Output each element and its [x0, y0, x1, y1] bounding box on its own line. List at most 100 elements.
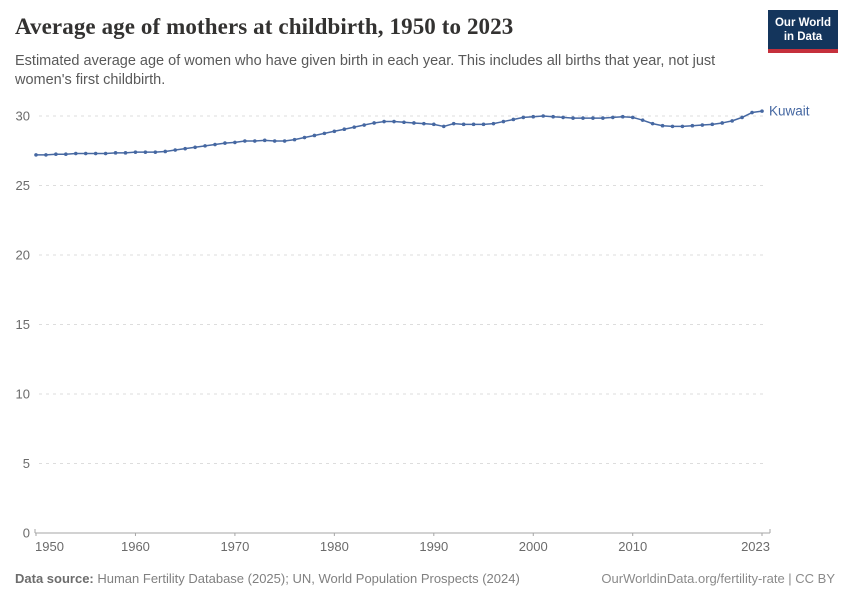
data-source-value: Human Fertility Database (2025); UN, Wor… — [93, 571, 520, 586]
data-point[interactable] — [73, 151, 78, 156]
data-point[interactable] — [342, 127, 347, 132]
y-tick-label: 10 — [16, 387, 30, 402]
data-point[interactable] — [412, 121, 416, 125]
data-point[interactable] — [690, 123, 695, 128]
owid-logo-line1: Our World — [774, 17, 831, 29]
data-point[interactable] — [730, 119, 734, 123]
data-point[interactable] — [451, 121, 456, 126]
data-point[interactable] — [362, 123, 366, 127]
data-point[interactable] — [34, 153, 38, 157]
data-point[interactable] — [103, 151, 108, 156]
x-tick-label: 1990 — [419, 539, 448, 554]
chart-footer: Data source: Human Fertility Database (2… — [15, 571, 835, 586]
data-point[interactable] — [511, 117, 516, 122]
data-point[interactable] — [352, 125, 357, 129]
data-point[interactable] — [710, 122, 715, 127]
data-point[interactable] — [163, 149, 168, 154]
data-point[interactable] — [441, 124, 446, 129]
data-point[interactable] — [700, 123, 705, 127]
data-point[interactable] — [750, 110, 754, 115]
data-point[interactable] — [64, 152, 68, 157]
data-point[interactable] — [620, 114, 625, 119]
data-point[interactable] — [252, 139, 257, 143]
series-line-kuwait[interactable] — [36, 110, 763, 156]
data-point[interactable] — [551, 114, 555, 119]
data-point[interactable] — [282, 139, 287, 143]
data-point[interactable] — [123, 151, 128, 155]
data-point[interactable] — [203, 144, 207, 148]
data-point[interactable] — [611, 115, 615, 120]
y-tick-label: 15 — [16, 317, 30, 332]
data-point[interactable] — [93, 151, 98, 156]
data-point[interactable] — [213, 142, 217, 147]
data-point[interactable] — [541, 114, 546, 118]
data-point[interactable] — [461, 122, 466, 127]
data-point[interactable] — [720, 121, 725, 125]
x-tick-label: 1970 — [220, 539, 249, 554]
owid-logo[interactable]: Our World in Data — [768, 10, 838, 53]
data-point[interactable] — [143, 150, 148, 154]
data-point[interactable] — [531, 114, 536, 119]
data-point[interactable] — [630, 115, 635, 120]
data-point[interactable] — [591, 116, 595, 120]
data-point[interactable] — [422, 121, 426, 126]
data-point[interactable] — [640, 118, 645, 122]
data-point[interactable] — [223, 141, 227, 145]
data-point[interactable] — [601, 116, 605, 120]
data-point[interactable] — [312, 133, 317, 138]
data-point[interactable] — [402, 120, 406, 125]
chart-title: Average age of mothers at childbirth, 19… — [15, 14, 514, 39]
data-point[interactable] — [243, 139, 247, 143]
data-point[interactable] — [382, 119, 386, 124]
data-source-note: Data source: Human Fertility Database (2… — [15, 571, 520, 586]
data-point[interactable] — [173, 148, 178, 152]
data-point[interactable] — [491, 121, 496, 126]
data-point[interactable] — [581, 116, 585, 120]
x-tick-label: 2000 — [519, 539, 548, 554]
data-point[interactable] — [471, 122, 476, 127]
data-point[interactable] — [571, 116, 575, 120]
y-tick-label: 0 — [23, 526, 30, 541]
data-point[interactable] — [262, 138, 267, 143]
y-tick-label: 5 — [23, 456, 30, 471]
data-point[interactable] — [133, 150, 138, 154]
data-point[interactable] — [233, 140, 237, 145]
data-point[interactable] — [113, 151, 118, 155]
data-point[interactable] — [292, 137, 297, 142]
data-point[interactable] — [501, 119, 506, 124]
data-point[interactable] — [193, 145, 197, 150]
data-point[interactable] — [153, 150, 158, 154]
data-point[interactable] — [760, 109, 764, 113]
data-point[interactable] — [670, 124, 675, 129]
data-point[interactable] — [392, 119, 396, 124]
data-point[interactable] — [322, 131, 327, 136]
data-point[interactable] — [680, 124, 685, 129]
owid-logo-line2: in Data — [783, 31, 823, 44]
license-link[interactable]: OurWorldinData.org/fertility-rate | CC B… — [601, 571, 835, 586]
data-point[interactable] — [740, 115, 744, 120]
data-point[interactable] — [650, 121, 655, 126]
y-tick-label: 30 — [16, 109, 30, 124]
data-point[interactable] — [302, 135, 307, 140]
data-source-label: Data source: — [15, 571, 94, 586]
data-point[interactable] — [561, 115, 565, 120]
line-chart-plot[interactable]: 0 5 10 15 20 25 30 1950 1960 1970 1980 1990 2000 2010… — [0, 95, 850, 560]
data-point[interactable] — [481, 122, 486, 127]
x-tick-label: 1950 — [35, 539, 64, 554]
data-point[interactable] — [660, 123, 665, 128]
data-point[interactable] — [521, 115, 526, 120]
data-point[interactable] — [54, 152, 58, 157]
y-tick-label: 25 — [16, 178, 30, 193]
data-point[interactable] — [432, 122, 436, 127]
data-point[interactable] — [372, 121, 376, 125]
data-point[interactable] — [272, 139, 277, 143]
data-point[interactable] — [183, 146, 187, 151]
x-tick-label: 2023 — [741, 539, 770, 554]
series-label-kuwait[interactable]: Kuwait — [769, 104, 810, 119]
x-tick-label: 1980 — [320, 539, 349, 554]
data-point[interactable] — [44, 153, 48, 157]
x-tick-label: 1960 — [121, 539, 150, 554]
data-point[interactable] — [332, 129, 337, 134]
data-point[interactable] — [83, 151, 88, 156]
